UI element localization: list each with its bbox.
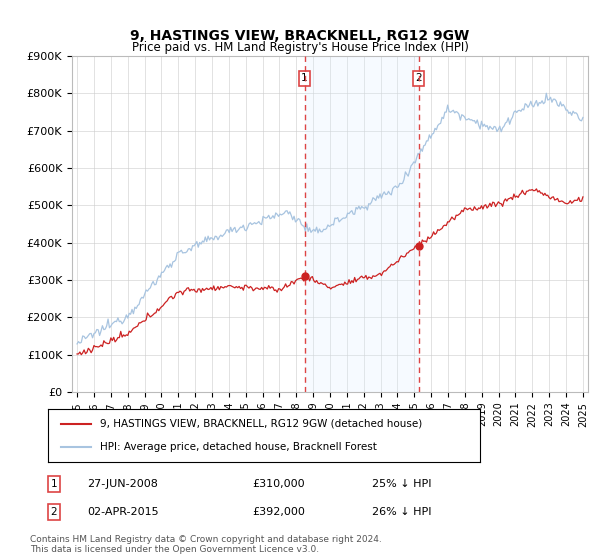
Text: 26% ↓ HPI: 26% ↓ HPI <box>372 507 431 517</box>
Text: £310,000: £310,000 <box>252 479 305 489</box>
Text: 1: 1 <box>301 73 308 83</box>
Text: Price paid vs. HM Land Registry's House Price Index (HPI): Price paid vs. HM Land Registry's House … <box>131 41 469 54</box>
Text: 1: 1 <box>50 479 58 489</box>
Text: 2: 2 <box>415 73 422 83</box>
Text: £392,000: £392,000 <box>252 507 305 517</box>
Bar <box>305 56 419 392</box>
Text: 25% ↓ HPI: 25% ↓ HPI <box>372 479 431 489</box>
Text: 9, HASTINGS VIEW, BRACKNELL, RG12 9GW (detached house): 9, HASTINGS VIEW, BRACKNELL, RG12 9GW (d… <box>100 419 422 429</box>
Text: 9, HASTINGS VIEW, BRACKNELL, RG12 9GW: 9, HASTINGS VIEW, BRACKNELL, RG12 9GW <box>130 29 470 44</box>
Text: 2: 2 <box>50 507 58 517</box>
Text: 27-JUN-2008: 27-JUN-2008 <box>87 479 158 489</box>
Text: Contains HM Land Registry data © Crown copyright and database right 2024.
This d: Contains HM Land Registry data © Crown c… <box>30 535 382 554</box>
Text: 02-APR-2015: 02-APR-2015 <box>87 507 158 517</box>
Text: HPI: Average price, detached house, Bracknell Forest: HPI: Average price, detached house, Brac… <box>100 442 377 452</box>
